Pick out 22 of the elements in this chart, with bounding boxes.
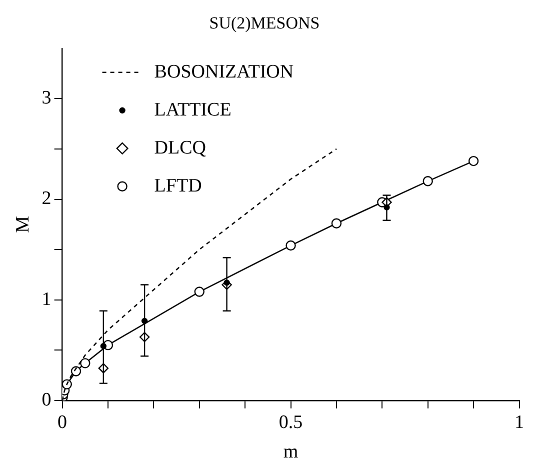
point [62,379,72,390]
y-axis-title: M [12,216,34,233]
point [70,366,82,376]
legend-label: LATTICE [154,99,232,120]
y-tick-label: 3 [42,88,52,109]
point [80,358,90,368]
y-tick-label: 2 [42,188,52,210]
point [422,176,433,186]
x-tick-label: 0 [58,412,68,433]
legend-label: LFTD [154,175,202,196]
y-tick-label: 1 [42,288,52,310]
legend-label: DLCQ [154,137,206,158]
point [468,156,479,166]
point [194,286,204,297]
point [286,240,296,251]
x-tick-label: 0.5 [278,412,303,433]
point [331,218,342,228]
y-tick-label: 0 [42,389,52,410]
x-axis-title: m [283,442,298,463]
x-tick-label: 1 [514,412,524,433]
legend-label: BOSONIZATION [154,61,294,82]
chart-title: SU(2)MESONS [209,14,320,33]
